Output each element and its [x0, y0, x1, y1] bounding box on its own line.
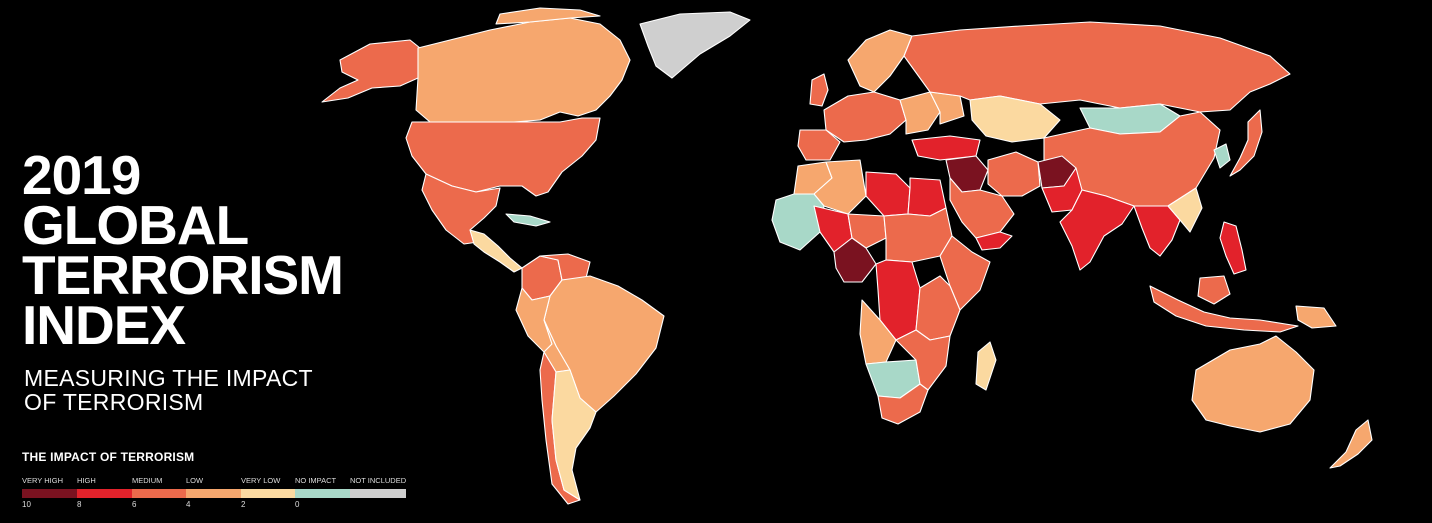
legend-swatch-very-high [22, 489, 77, 498]
legend-color-bar [22, 489, 406, 498]
country-korea [1213, 143, 1231, 169]
country-australia [1191, 335, 1315, 433]
legend-tick: 6 [132, 500, 137, 509]
title-line: GLOBAL [22, 194, 249, 256]
country-algeria [813, 159, 867, 215]
legend-swatch-not-included [350, 489, 406, 498]
legend-swatch-no-impact [295, 489, 350, 498]
legend-label-very-low: VERY LOW [241, 476, 281, 485]
country-scandinavia [847, 29, 913, 93]
legend-label-no-impact: NO IMPACT [295, 476, 337, 485]
subtitle-block: MEASURING THE IMPACT OF TERRORISM [24, 366, 313, 414]
country-canada-islands [495, 7, 601, 25]
legend-swatch-high [77, 489, 132, 498]
legend-tick: 2 [241, 500, 246, 509]
country-cuba [505, 213, 551, 227]
legend-label-low: LOW [186, 476, 204, 485]
country-papua [1295, 305, 1337, 329]
country-borneo [1197, 275, 1231, 305]
country-south-africa [877, 383, 929, 425]
country-libya [865, 171, 911, 217]
country-usa [405, 117, 601, 197]
country-western-europe [823, 91, 907, 143]
legend-label-high: HIGH [77, 476, 96, 485]
legend-tick: 8 [77, 500, 82, 509]
subtitle-line: MEASURING THE IMPACT [24, 365, 313, 391]
country-argentina [551, 369, 597, 501]
legend-swatch-very-low [241, 489, 295, 498]
legend-tick: 4 [186, 500, 191, 509]
legend-swatch-medium [132, 489, 186, 498]
country-japan [1229, 109, 1263, 177]
subtitle-line: OF TERRORISM [24, 389, 204, 415]
country-uk [809, 73, 829, 107]
country-iberia [797, 129, 841, 161]
country-madagascar [975, 341, 997, 391]
country-yemen [975, 231, 1013, 251]
country-iran [987, 151, 1041, 197]
country-nigeria [833, 237, 877, 283]
country-indochina [1167, 187, 1203, 233]
country-russia [903, 21, 1291, 113]
country-saudi-arabia [949, 177, 1015, 239]
legend-tick: 0 [295, 500, 300, 509]
title-line: 2019 [22, 144, 141, 206]
legend-title: THE IMPACT OF TERRORISM [22, 450, 195, 464]
title-line: INDEX [22, 294, 186, 356]
country-indonesia [1149, 285, 1299, 333]
country-alaska [321, 39, 421, 103]
legend-tick: 10 [22, 500, 31, 509]
country-niger [847, 213, 887, 249]
legend-label-not-included: NOT INCLUDED [350, 476, 407, 485]
world-map [300, 0, 1432, 523]
country-philippines [1219, 221, 1247, 275]
title-block: 2019 GLOBAL TERRORISM INDEX [22, 144, 344, 356]
country-greenland [639, 11, 751, 79]
country-new-zealand [1329, 419, 1373, 469]
legend-labels: VERY HIGH HIGH MEDIUM LOW VERY LOW NO IM… [22, 476, 422, 487]
legend: THE IMPACT OF TERRORISM VERY HIGH HIGH M… [22, 450, 422, 512]
legend-ticks: 10 8 6 4 2 0 [22, 500, 422, 512]
country-central-america [469, 229, 523, 273]
legend-swatch-low [186, 489, 241, 498]
legend-label-medium: MEDIUM [132, 476, 163, 485]
title-line: TERRORISM [22, 244, 344, 306]
country-canada [415, 17, 631, 123]
legend-label-very-high: VERY HIGH [22, 476, 63, 485]
country-india [1059, 189, 1135, 271]
country-west-africa [771, 193, 825, 251]
country-southeast-asia [1133, 205, 1181, 257]
